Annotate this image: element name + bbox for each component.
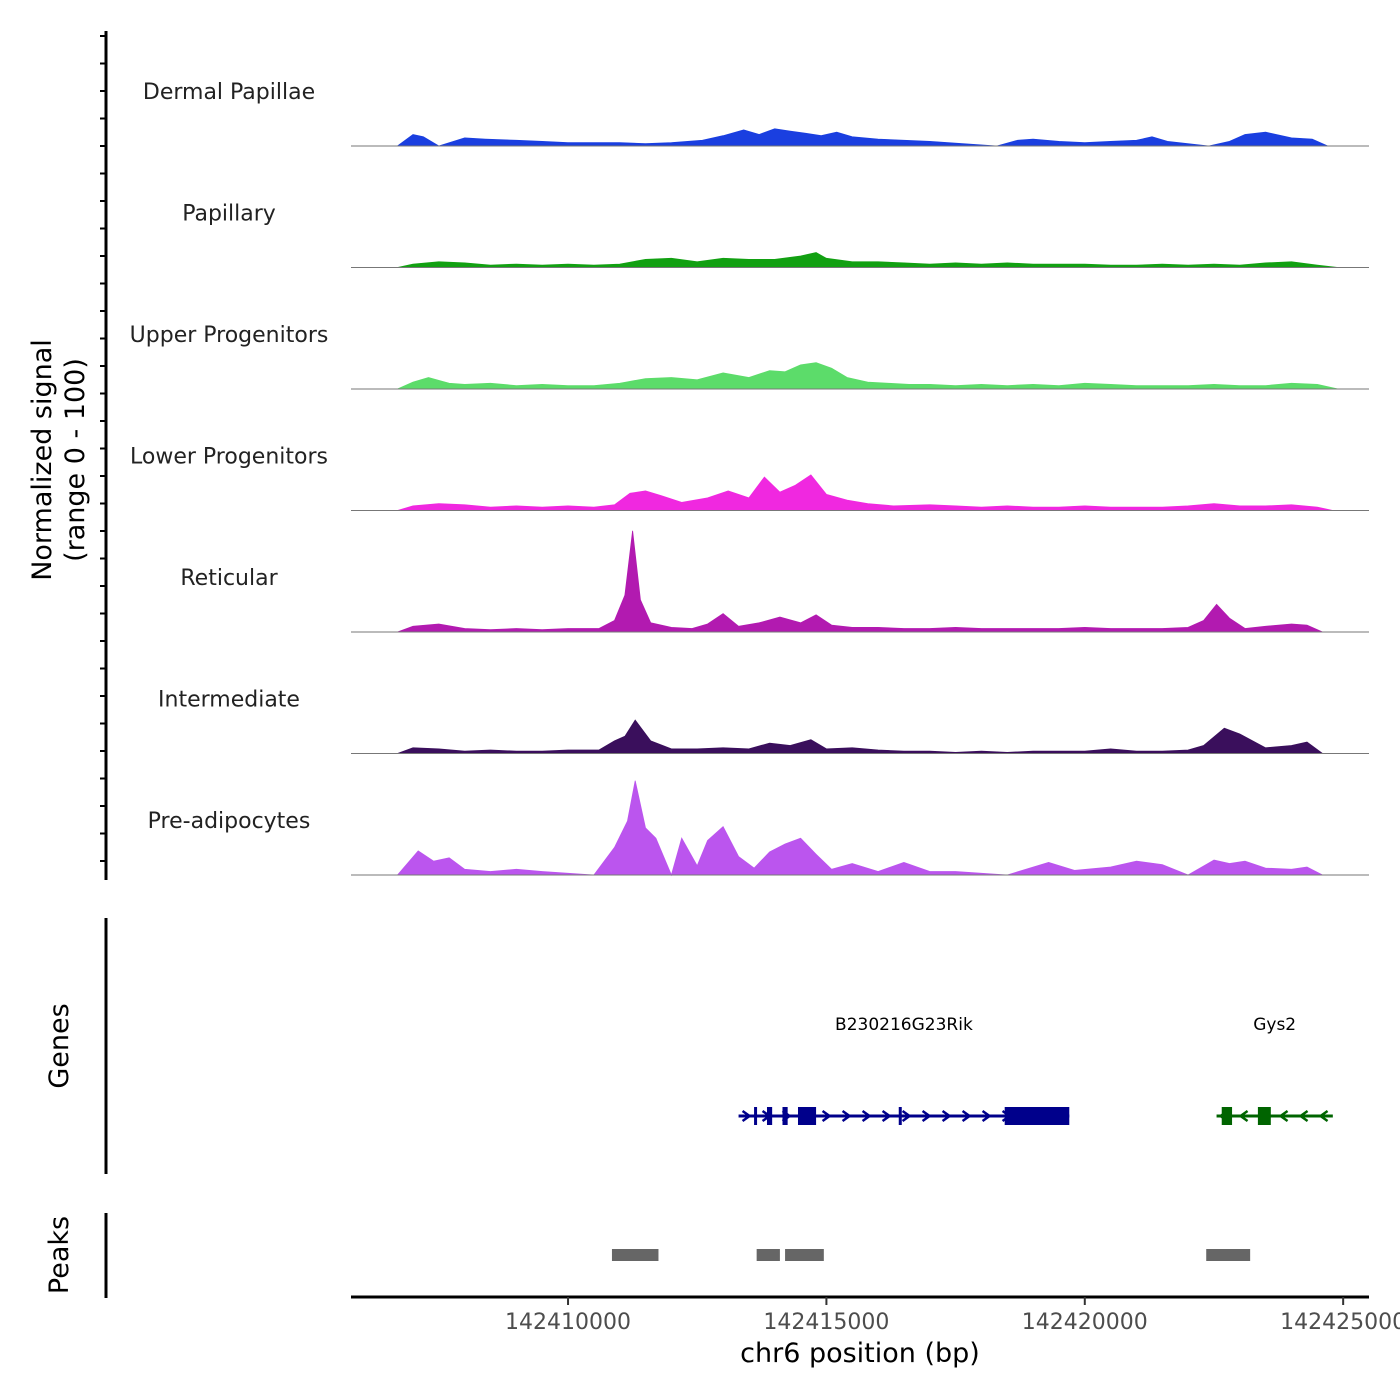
gene-exon — [1221, 1107, 1233, 1125]
strand-arrow — [821, 1109, 832, 1123]
peak-bar — [611, 1249, 659, 1261]
peak-bar — [785, 1249, 824, 1261]
strand-arrow — [861, 1109, 872, 1123]
peaks-title: Peaks — [44, 1216, 75, 1294]
strand-arrow — [1298, 1109, 1309, 1123]
peak-bars — [611, 1249, 1251, 1261]
track-label-lower-progenitors: Lower Progenitors — [130, 445, 328, 470]
gene-exon — [766, 1107, 773, 1125]
strand-arrow — [1318, 1109, 1329, 1123]
track-area-upper-progenitors — [397, 362, 1339, 390]
genes-title: Genes — [44, 1003, 75, 1088]
track-dermal-papillae: Dermal Papillae — [143, 80, 1369, 147]
gene-exon — [754, 1107, 758, 1125]
track-area-papillary — [397, 252, 1339, 268]
gene-label-gys2: Gys2 — [1253, 1015, 1296, 1035]
track-label-upper-progenitors: Upper Progenitors — [130, 323, 329, 348]
x-axis-ticks: 142410000 142415000 142420000 142425000 — [505, 1297, 1400, 1335]
track-label-dermal-papillae: Dermal Papillae — [143, 80, 315, 105]
gene-exon — [1004, 1107, 1070, 1125]
track-area-intermediate — [397, 719, 1324, 754]
track-reticular: Reticular — [180, 530, 1369, 633]
strand-arrow — [881, 1109, 892, 1123]
track-label-pre-adipocytes: Pre-adipocytes — [148, 809, 311, 834]
strand-arrow — [1238, 1109, 1249, 1123]
strand-arrow — [941, 1109, 952, 1123]
track-label-reticular: Reticular — [180, 566, 278, 591]
gene-exon — [1257, 1107, 1271, 1125]
signal-tracks: Dermal Papillae Papillary Upper Progenitor… — [130, 80, 1369, 877]
gene-gys2: Gys2 — [1216, 1015, 1333, 1125]
gene-b230216g23rik: B230216G23Rik — [738, 1015, 1070, 1125]
gene-exon — [898, 1107, 902, 1125]
track-label-intermediate: Intermediate — [158, 688, 300, 713]
gene-models: B230216G23Rik Gys2 — [738, 1015, 1333, 1125]
strand-arrow — [741, 1109, 752, 1123]
track-papillary: Papillary — [182, 202, 1369, 268]
track-area-lower-progenitors — [397, 474, 1333, 511]
x-tick-label: 142425000 — [1280, 1310, 1400, 1335]
signal-y-ticks — [100, 35, 106, 862]
track-lower-progenitors: Lower Progenitors — [130, 445, 1369, 511]
x-tick-label: 142415000 — [763, 1310, 889, 1335]
gene-label-b230216g23rik: B230216G23Rik — [835, 1015, 973, 1035]
x-axis-title: chr6 position (bp) — [740, 1338, 980, 1369]
track-intermediate: Intermediate — [158, 688, 1369, 754]
gene-exon — [782, 1107, 788, 1125]
strand-arrow — [981, 1109, 992, 1123]
track-area-reticular — [397, 530, 1323, 633]
y-axis-title-line1: Normalized signal — [27, 339, 58, 581]
track-area-dermal-papillae — [396, 128, 1328, 147]
track-pre-adipocytes: Pre-adipocytes — [148, 780, 1369, 877]
track-label-papillary: Papillary — [182, 202, 276, 227]
track-area-pre-adipocytes — [396, 780, 1323, 877]
peak-bar — [756, 1249, 780, 1261]
strand-arrow — [901, 1109, 912, 1123]
y-axis-title-line2: (range 0 - 100) — [60, 358, 91, 562]
strand-arrow — [921, 1109, 932, 1123]
x-tick-label: 142420000 — [1022, 1310, 1148, 1335]
strand-arrow — [841, 1109, 852, 1123]
track-upper-progenitors: Upper Progenitors — [130, 323, 1369, 390]
x-tick-label: 142410000 — [505, 1310, 631, 1335]
peak-bar — [1206, 1249, 1251, 1261]
strand-arrow — [1278, 1109, 1289, 1123]
strand-arrow — [961, 1109, 972, 1123]
gene-exon — [797, 1107, 817, 1125]
